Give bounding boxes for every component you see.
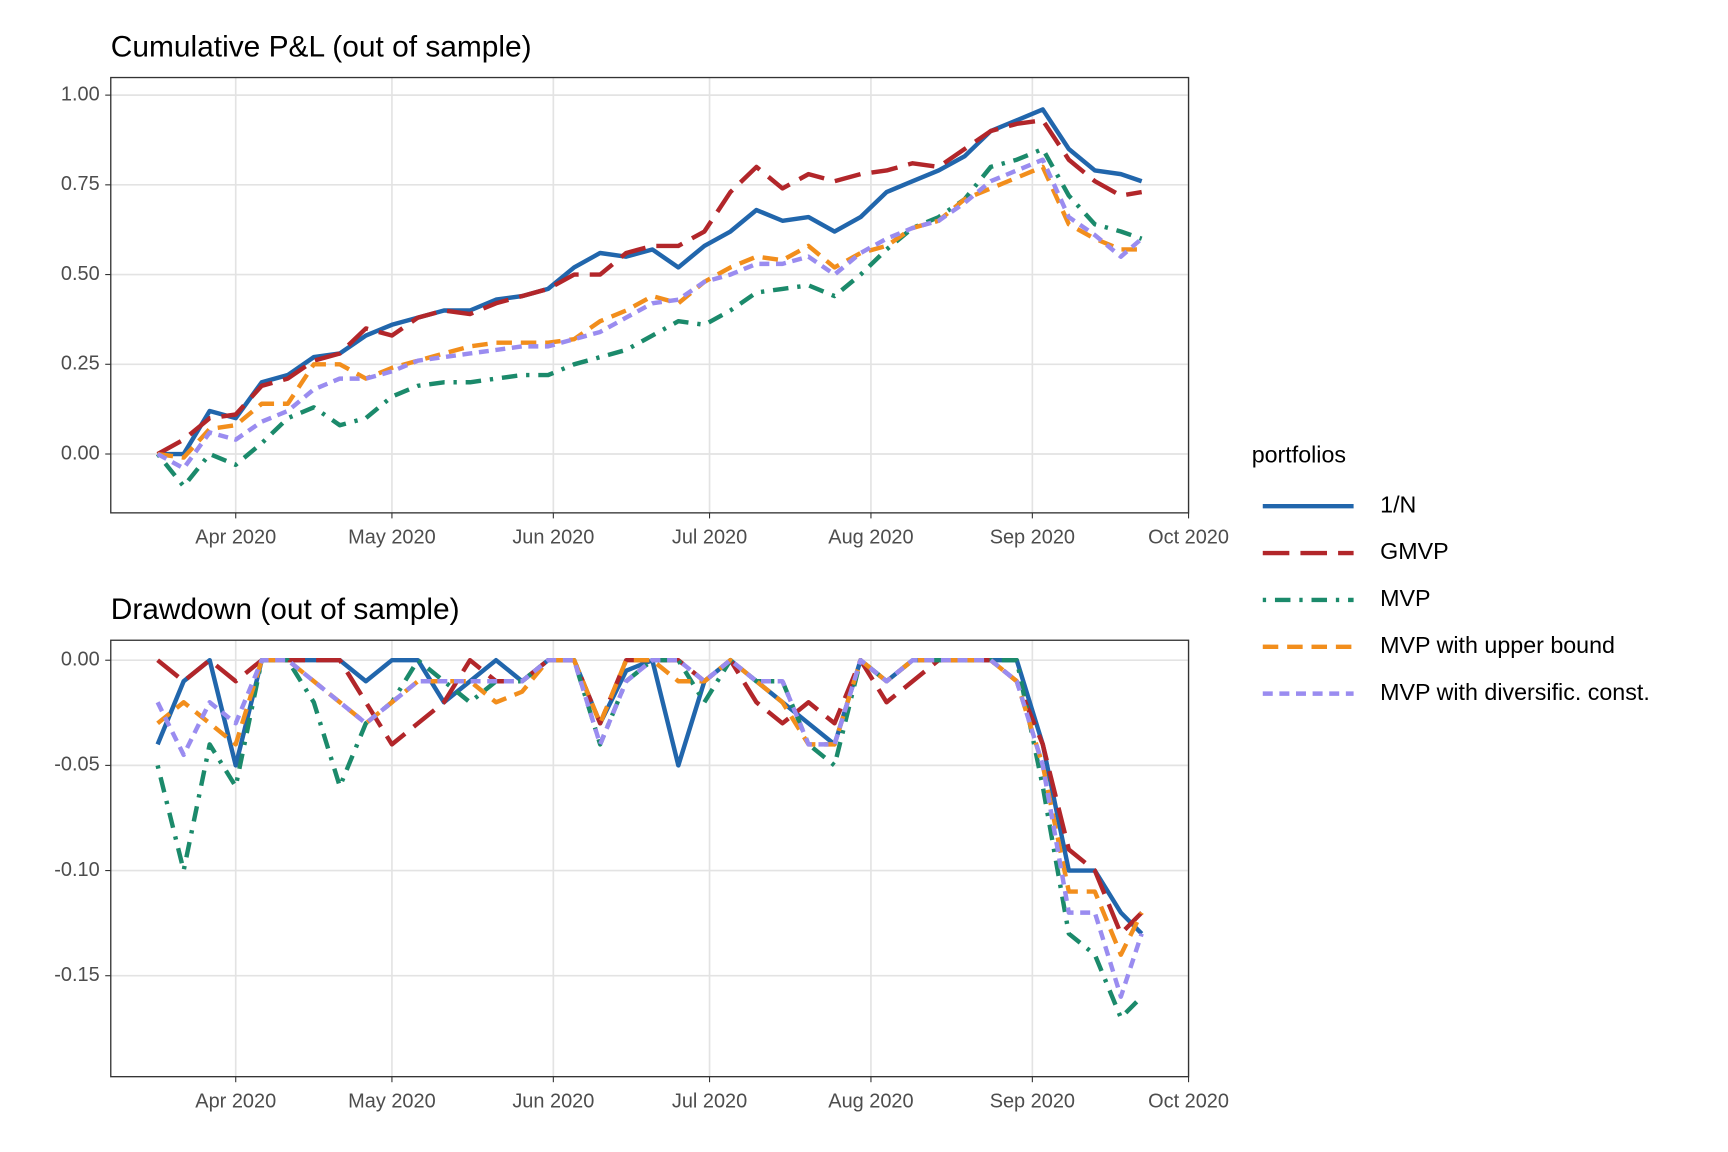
y-tick-label: -0.15 xyxy=(54,964,99,986)
x-tick-label: Sep 2020 xyxy=(990,1090,1075,1112)
x-tick-label: Aug 2020 xyxy=(828,527,913,549)
x-tick-label: Aug 2020 xyxy=(828,1090,913,1112)
legend-label: 1/N xyxy=(1380,491,1416,517)
legend-label: MVP with upper bound xyxy=(1380,632,1615,658)
x-tick-label: Oct 2020 xyxy=(1148,527,1229,549)
x-tick-label: Sep 2020 xyxy=(990,527,1075,549)
y-tick-label: 0.25 xyxy=(61,353,100,375)
legend-label: MVP xyxy=(1380,585,1430,611)
y-tick-label: 0.00 xyxy=(61,442,100,464)
y-tick-label: -0.05 xyxy=(54,754,99,776)
y-tick-label: 0.00 xyxy=(61,648,100,670)
plot-border xyxy=(110,76,1190,514)
plot-background xyxy=(110,77,1189,513)
x-tick-label: Jun 2020 xyxy=(512,527,594,549)
x-tick-label: Oct 2020 xyxy=(1148,1090,1229,1112)
y-tick-label: 1.00 xyxy=(61,83,100,105)
x-tick-label: May 2020 xyxy=(348,527,436,549)
series-line xyxy=(156,157,1144,471)
series-line xyxy=(155,146,1143,489)
series-line xyxy=(155,657,1144,999)
series-line xyxy=(156,118,1143,456)
x-tick-label: Jul 2020 xyxy=(672,1090,747,1112)
legend-title: portfolios xyxy=(1252,442,1346,468)
plot-background xyxy=(110,640,1189,1077)
x-tick-label: Jun 2020 xyxy=(512,1090,594,1112)
x-tick-label: Jul 2020 xyxy=(672,527,747,549)
y-tick-label: -0.10 xyxy=(54,859,99,881)
series-line xyxy=(157,164,1142,460)
y-tick-label: 0.75 xyxy=(61,173,100,195)
plot-border xyxy=(110,639,1190,1078)
y-tick-label: 0.50 xyxy=(61,263,100,285)
x-tick-label: Apr 2020 xyxy=(195,1090,276,1112)
legend-label: GMVP xyxy=(1380,538,1448,564)
x-tick-label: May 2020 xyxy=(348,1090,436,1112)
x-tick-label: Apr 2020 xyxy=(195,527,276,549)
legend-label: MVP with diversific. const. xyxy=(1380,679,1650,705)
chart-title: Cumulative P&L (out of sample) xyxy=(111,30,532,63)
chart-title: Drawdown (out of sample) xyxy=(111,593,460,626)
